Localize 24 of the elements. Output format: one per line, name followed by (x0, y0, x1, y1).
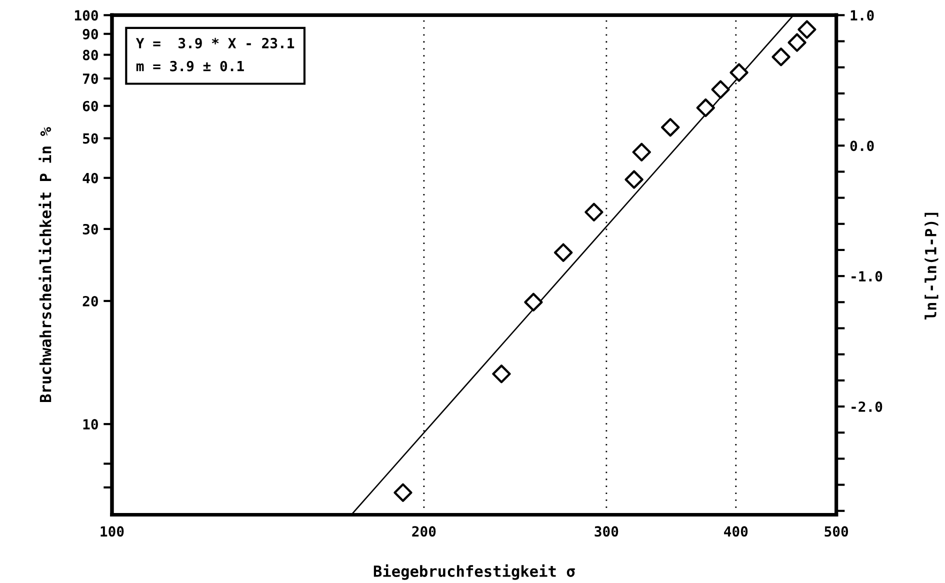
y-tick-label: 30 (82, 224, 98, 234)
x-tick-label: 500 (824, 526, 848, 537)
y2-tick-label: -1.0 (852, 271, 882, 282)
y2-tick-label: 1.0 (850, 10, 874, 21)
y-tick-label: 100 (74, 10, 98, 21)
y-tick-label: 70 (82, 73, 98, 84)
x-axis-title: Biegebruchfestigkeit σ (374, 564, 575, 580)
y-tick-label: 20 (82, 296, 98, 306)
x-tick-label: 100 (100, 526, 124, 537)
x-tick-label: 400 (724, 526, 748, 537)
y-axis-title: Bruchwahrscheinlichkeit P in % (38, 127, 52, 402)
y-tick-label: 10 (83, 419, 98, 430)
y-tick-label: 60 (82, 100, 98, 112)
y2-axis-title: ln[-ln(1-P)] (924, 212, 938, 320)
x-tick-label: 300 (594, 526, 618, 537)
y-tick-label: 90 (82, 28, 98, 40)
x-tick-label: 200 (412, 526, 436, 537)
y2-tick-label: 0.0 (850, 140, 874, 152)
y-tick-label: 80 (82, 50, 98, 60)
annotation: m = 3.9 ± 0.1 (136, 60, 244, 72)
y-tick-label: 50 (83, 133, 98, 144)
y-tick-label: 40 (82, 172, 98, 184)
annotation: Y = 3.9 * X - 23.1 (136, 38, 294, 48)
y2-tick-label: -2.0 (852, 401, 882, 412)
